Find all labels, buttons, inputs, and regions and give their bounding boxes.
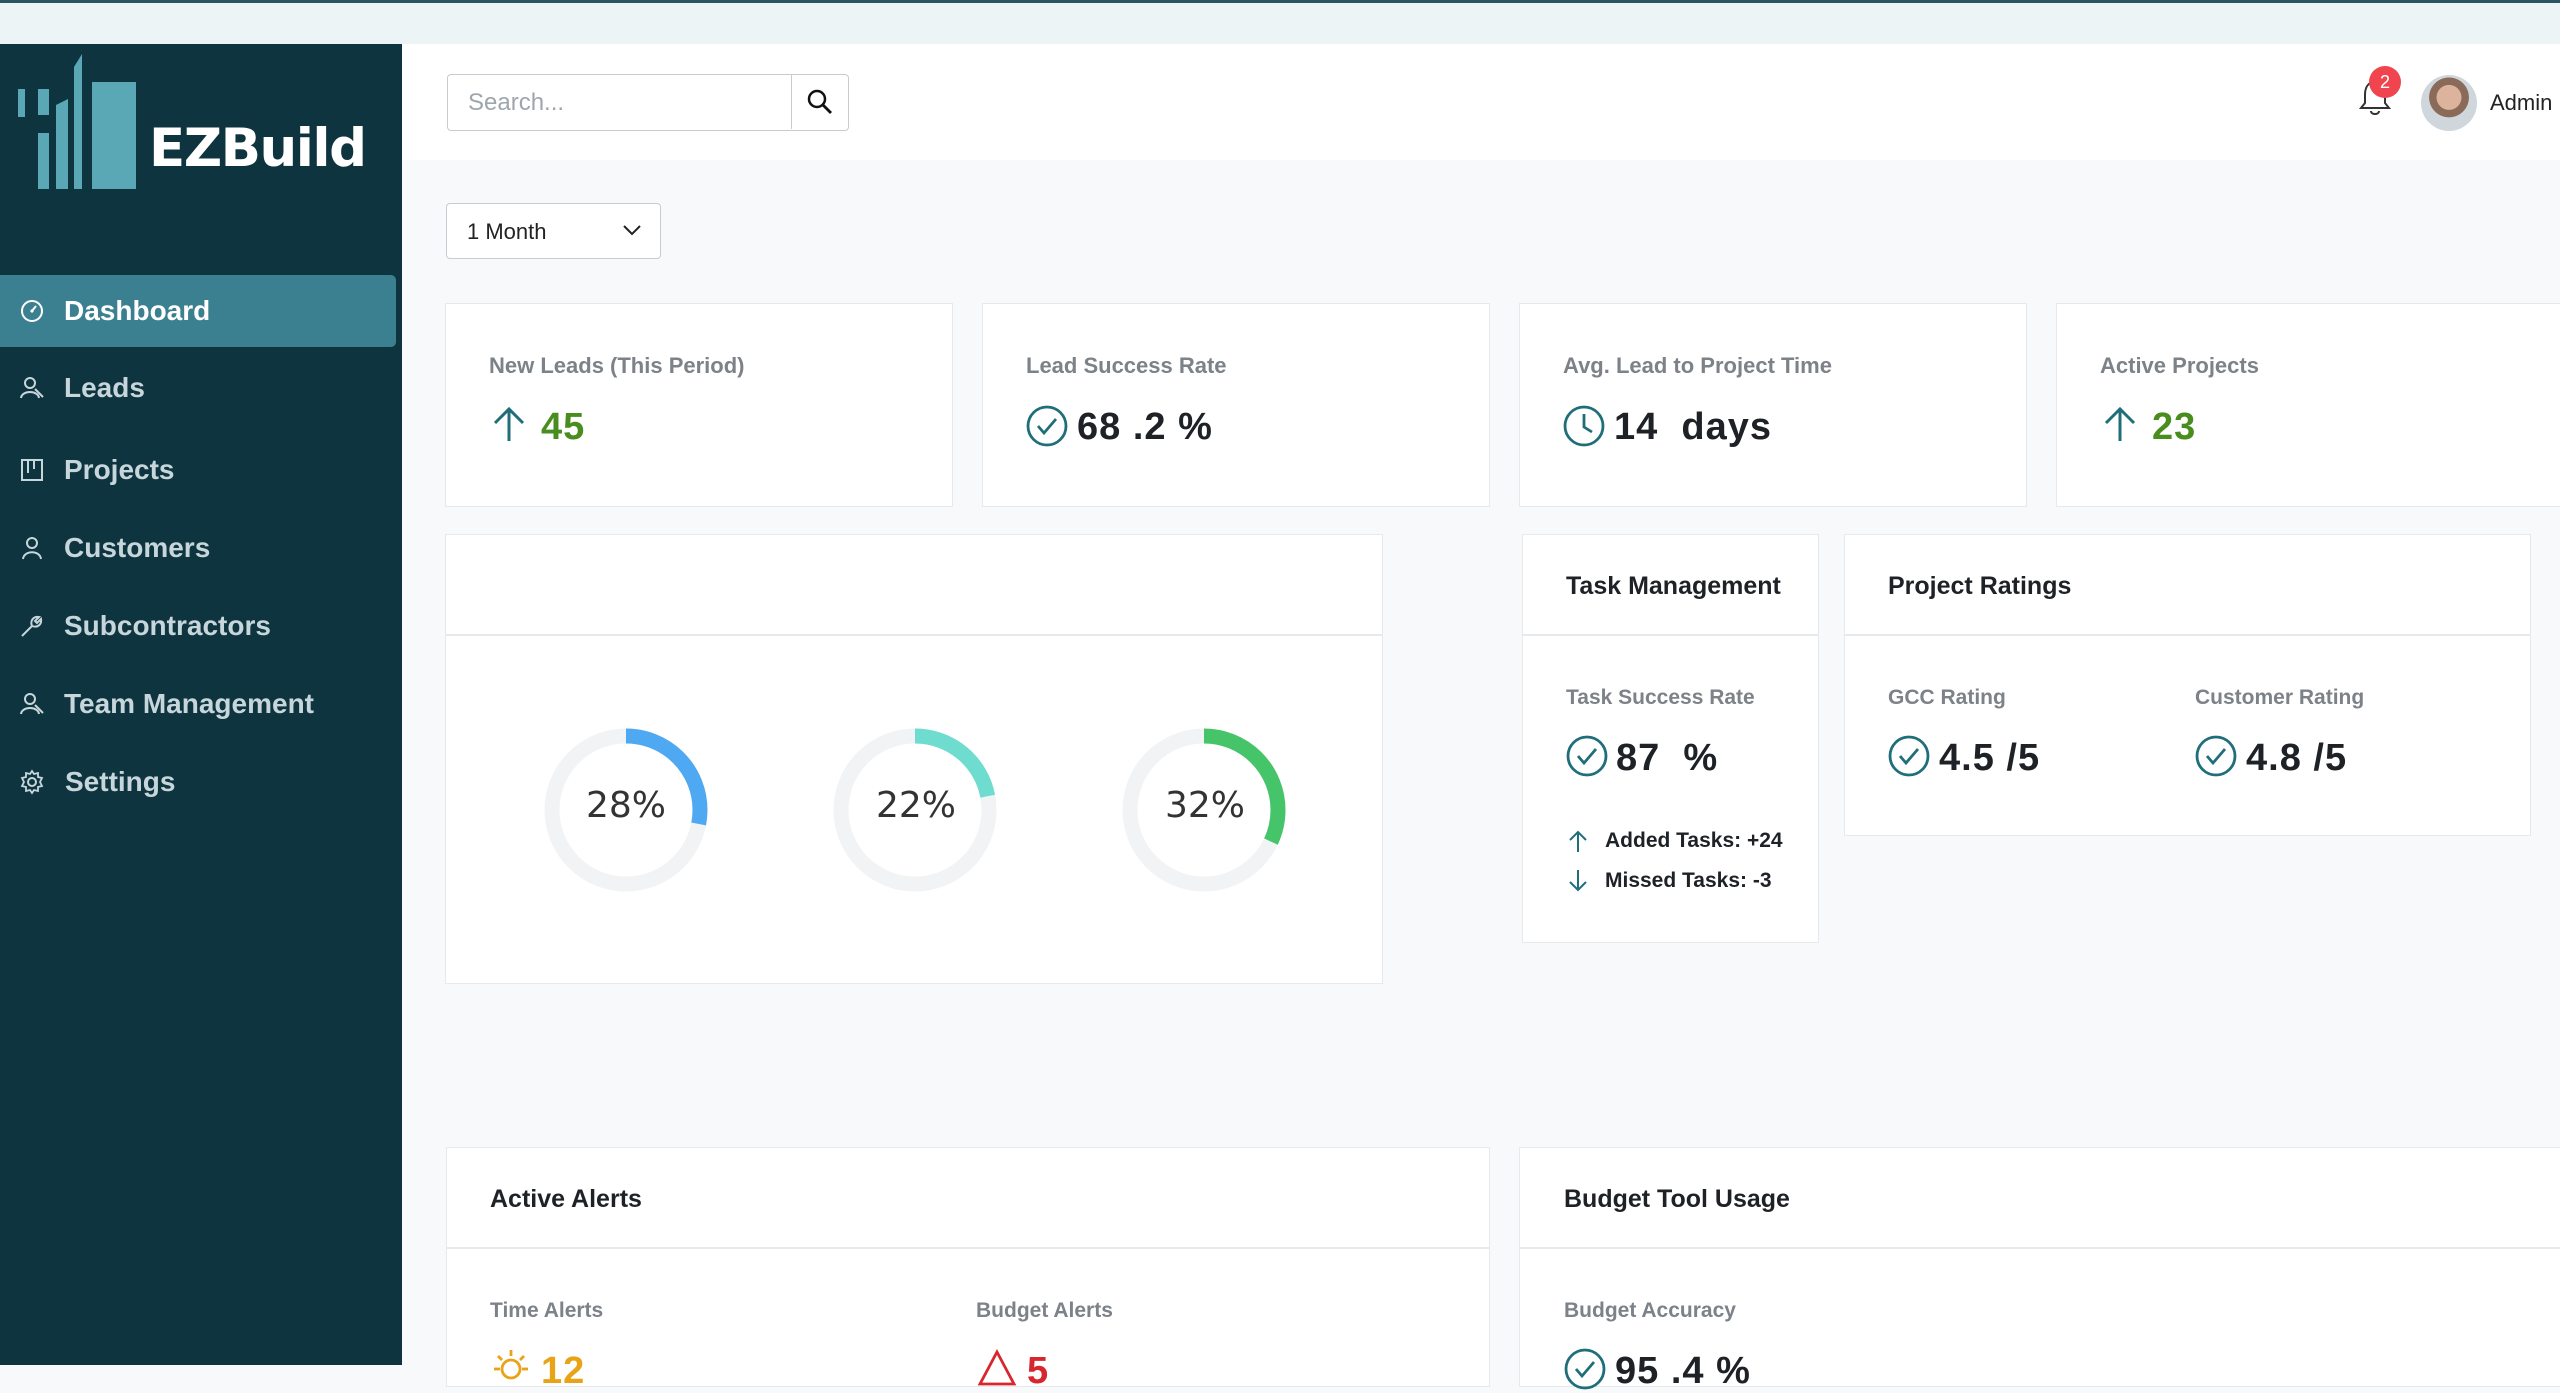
search-box: [447, 74, 849, 131]
sidebar-item-label: Team Management: [64, 688, 314, 719]
check-circle-icon: [1564, 1348, 1606, 1390]
kpi-label: Lead Success Rate: [1026, 353, 1227, 378]
arrow-down-icon: [1569, 870, 1587, 892]
donut-label-1: 28%: [585, 785, 666, 826]
active-alerts-card: Active Alerts Time Alerts 12 Budget Aler…: [446, 1147, 1490, 1392]
team-icon: [20, 693, 44, 715]
logo-building-icon: [18, 54, 136, 189]
donut-label-2: 22%: [875, 785, 956, 826]
kpi-card-avg-lead-time: Avg. Lead to Project Time 14 days: [1519, 303, 2027, 507]
donut-arc-2: [833, 728, 997, 892]
kpi-value: 23: [2152, 406, 2197, 448]
brand-name: EZBuild: [149, 118, 367, 179]
customer-rating-label: Customer Rating: [2195, 686, 2365, 709]
sidebar-item-label: Dashboard: [64, 295, 211, 326]
kpi-label: New Leads (This Period): [489, 353, 745, 378]
project-ratings-card: Project Ratings GCC Rating 4.5 /5 Custom…: [1844, 534, 2531, 836]
brand-logo[interactable]: EZBuild: [12, 49, 372, 199]
missed-tasks: Missed Tasks: -3: [1605, 869, 1772, 892]
donut-arc-1: [544, 728, 708, 892]
card-divider: [1523, 634, 1818, 636]
projects-icon: [21, 459, 43, 481]
time-alerts-label: Time Alerts: [490, 1299, 604, 1322]
check-circle-icon: [1026, 405, 1068, 447]
period-select[interactable]: 1 Month: [446, 203, 661, 259]
gcc-rating-label: GCC Rating: [1888, 686, 2006, 709]
wrench-icon: [21, 615, 43, 637]
sidebar-item-label: Subcontractors: [64, 610, 271, 641]
sidebar-item-label: Settings: [65, 766, 176, 797]
donut-charts-card: 28% 22% 32%: [445, 534, 1383, 984]
card-title: Budget Tool Usage: [1564, 1185, 1790, 1213]
donut-label-3: 32%: [1164, 785, 1245, 826]
period-select-value: 1 Month: [467, 219, 547, 244]
sun-alert-icon: [494, 1350, 528, 1380]
kpi-value: 14 days: [1614, 406, 1772, 448]
task-success-label: Task Success Rate: [1566, 686, 1755, 709]
sidebar-item-leads[interactable]: Leads: [0, 352, 396, 424]
sidebar-item-team-management[interactable]: Team Management: [0, 668, 396, 740]
kpi-card-lead-success-rate: Lead Success Rate 68 .2 %: [982, 303, 1490, 507]
card-divider: [447, 1247, 1489, 1249]
sidebar: EZBuild Dashboard Leads Projects Custome…: [0, 44, 402, 1365]
task-management-card: Task Management Task Success Rate 87 % A…: [1522, 534, 1819, 943]
card-divider: [446, 634, 1382, 636]
sidebar-item-label: Leads: [64, 372, 145, 403]
sidebar-item-label: Customers: [64, 532, 211, 563]
added-tasks: Added Tasks: +24: [1605, 829, 1783, 852]
user-name[interactable]: Admin: [2490, 90, 2553, 115]
clock-icon: [1563, 405, 1605, 447]
gcc-rating-value: 4.5 /5: [1939, 737, 2041, 779]
sidebar-item-customers[interactable]: Customers: [0, 512, 396, 584]
customers-icon: [22, 537, 42, 560]
kpi-value: 68 .2 %: [1077, 406, 1213, 448]
warning-triangle-icon: [977, 1349, 1017, 1386]
arrow-up-icon: [2104, 406, 2136, 441]
search-button[interactable]: [791, 75, 848, 129]
kpi-label: Avg. Lead to Project Time: [1563, 353, 1832, 378]
budget-tool-usage-card: Budget Tool Usage Budget Accuracy 95 .4 …: [1519, 1147, 2560, 1392]
kpi-label: Active Projects: [2100, 353, 2259, 378]
check-circle-icon: [2195, 735, 2237, 777]
user-avatar[interactable]: [2421, 75, 2477, 131]
card-divider: [1845, 634, 2530, 636]
search-icon: [807, 89, 832, 114]
time-alerts-value: 12: [541, 1350, 586, 1392]
top-header: 2 Admin: [402, 44, 2560, 160]
donut-arc-3: [1122, 728, 1286, 892]
budget-alerts-label: Budget Alerts: [976, 1299, 1113, 1322]
card-divider: [1520, 1247, 2560, 1249]
card-title: Project Ratings: [1888, 572, 2072, 600]
kpi-value: 45: [541, 406, 586, 448]
card-title: Task Management: [1566, 572, 1781, 600]
kpi-card-active-projects: Active Projects 23: [2056, 303, 2560, 507]
kpi-card-new-leads: New Leads (This Period) 45: [445, 303, 953, 507]
arrow-up-icon: [1569, 830, 1587, 852]
task-success-value: 87 %: [1616, 737, 1719, 779]
budget-accuracy-value: 95 .4 %: [1615, 1350, 1751, 1392]
donut-charts: [544, 728, 1286, 892]
window-top-strip: [0, 0, 2560, 44]
gear-icon: [20, 769, 44, 795]
sidebar-item-projects[interactable]: Projects: [0, 434, 396, 506]
customer-rating-value: 4.8 /5: [2246, 737, 2348, 779]
sidebar-item-settings[interactable]: Settings: [0, 746, 396, 818]
budget-alerts-value: 5: [1027, 1350, 1050, 1392]
check-circle-icon: [1888, 735, 1930, 777]
notification-count-badge: 2: [2369, 66, 2401, 98]
card-title: Active Alerts: [490, 1185, 642, 1213]
arrow-up-icon: [493, 406, 525, 441]
sidebar-item-subcontractors[interactable]: Subcontractors: [0, 590, 396, 662]
leads-icon: [20, 377, 44, 399]
dashboard-icon: [21, 300, 43, 322]
sidebar-item-label: Projects: [64, 454, 175, 485]
chevron-down-icon: [623, 225, 641, 236]
search-input[interactable]: [466, 85, 810, 121]
budget-accuracy-label: Budget Accuracy: [1564, 1299, 1736, 1322]
sidebar-item-dashboard[interactable]: Dashboard: [0, 275, 396, 347]
check-circle-icon: [1566, 735, 1608, 777]
